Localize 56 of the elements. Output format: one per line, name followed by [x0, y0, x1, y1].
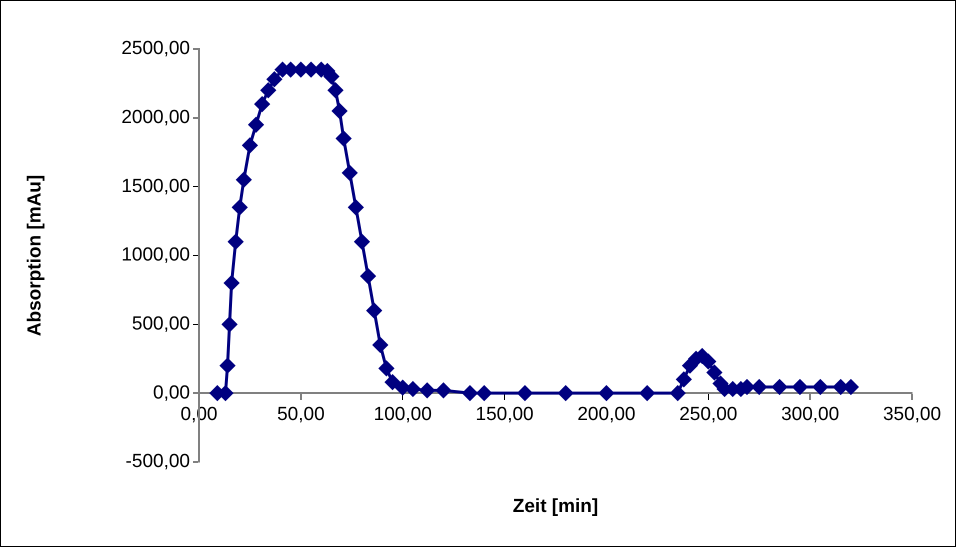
y-axis-title: Absorption [mAu]: [24, 174, 46, 336]
point: [640, 386, 655, 401]
point: [360, 268, 376, 284]
point: [462, 386, 478, 401]
point: [792, 379, 808, 394]
point: [706, 365, 722, 380]
point: [812, 379, 828, 394]
point: [236, 172, 252, 188]
point: [558, 386, 574, 401]
point: [476, 386, 492, 401]
point: [328, 82, 343, 98]
point: [436, 382, 451, 398]
point: [670, 386, 686, 401]
point: [366, 303, 382, 318]
point: [372, 337, 388, 352]
point: [772, 379, 788, 394]
x-tick-label: 350,00: [882, 404, 942, 425]
point: [332, 103, 348, 118]
point: [354, 234, 370, 250]
y-tick-label: -500,00: [126, 451, 190, 472]
x-tick-label: 250,00: [679, 404, 738, 425]
point: [260, 82, 276, 98]
point: [266, 72, 282, 87]
point: [517, 386, 532, 401]
x-tick-label: 200,00: [577, 404, 636, 425]
y-tick-label: 0,00: [153, 382, 190, 404]
y-tick-label: 2000,00: [121, 107, 190, 128]
point: [348, 200, 364, 215]
y-tick-label: 2500,00: [121, 38, 190, 60]
point: [242, 138, 258, 153]
point: [224, 276, 240, 291]
x-tick-label: 50,00: [277, 404, 325, 425]
point: [385, 374, 400, 390]
point: [254, 96, 270, 112]
y-tick-label: 1000,00: [121, 244, 190, 266]
point: [752, 379, 767, 394]
point: [336, 130, 352, 146]
y-tick-label: 1500,00: [121, 176, 190, 197]
point: [228, 234, 244, 250]
x-axis-title: Zeit [min]: [512, 496, 598, 518]
point: [222, 316, 238, 332]
point: [395, 380, 410, 396]
point: [248, 117, 264, 132]
x-tick-label: 100,00: [374, 404, 432, 425]
point: [378, 360, 394, 376]
point: [598, 386, 614, 401]
point: [700, 354, 716, 370]
point: [232, 200, 248, 215]
point: [676, 372, 692, 387]
point: [420, 382, 435, 398]
point: [220, 358, 236, 374]
point: [405, 382, 420, 397]
x-tick-label: 150,00: [476, 404, 534, 425]
y-tick-label: 500,00: [132, 314, 190, 335]
point: [342, 165, 358, 180]
x-tick-label: 300,00: [781, 404, 840, 425]
